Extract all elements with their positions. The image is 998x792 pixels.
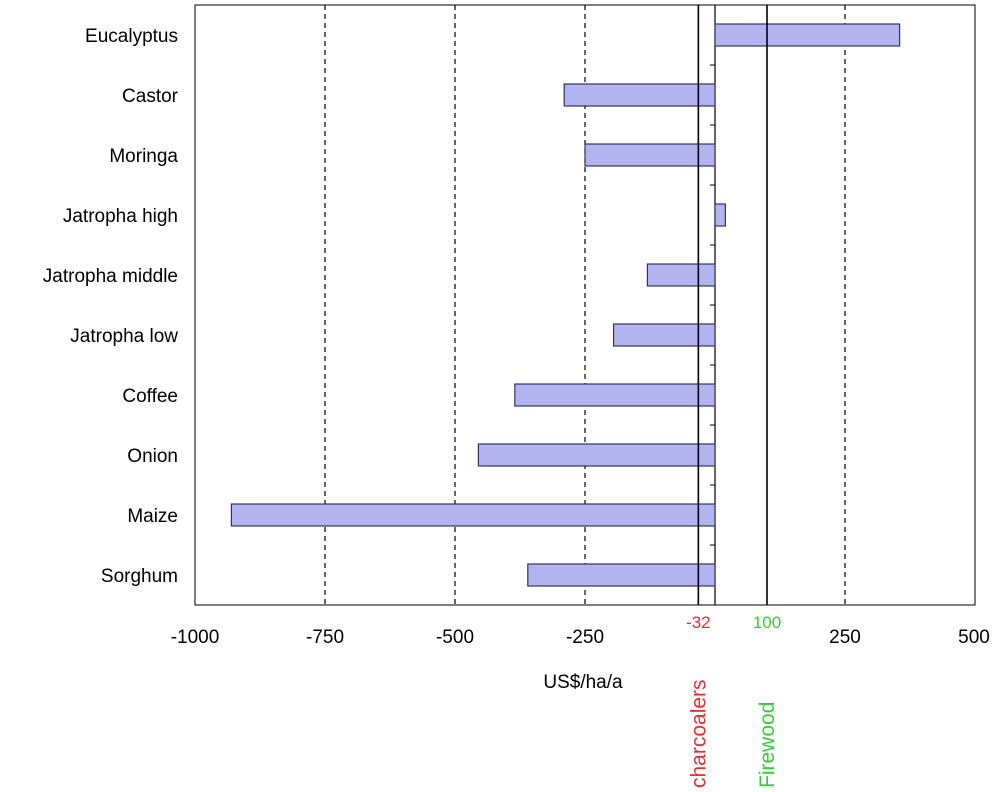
category-label: Maize — [127, 506, 178, 527]
bar — [527, 563, 716, 587]
bar — [477, 443, 716, 467]
reference-value-label: -32 — [686, 613, 711, 632]
bar — [514, 383, 716, 407]
bar — [584, 143, 716, 167]
x-tick-label: -500 — [436, 627, 474, 648]
category-label: Jatropha middle — [43, 266, 178, 287]
x-tick-labels: -1000 -750 -500 -250 250 500 — [171, 627, 990, 648]
bar — [714, 203, 726, 227]
category-label: Moringa — [109, 146, 178, 167]
bar — [646, 263, 716, 287]
category-label: Coffee — [122, 386, 178, 407]
reference-lines: -32 charcoalers 100 Firewood — [686, 5, 781, 788]
category-labels: Eucalyptus Castor Moringa Jatropha high Jatr… — [43, 26, 179, 587]
reference-name-label: Firewood — [756, 702, 779, 788]
bar — [230, 503, 716, 527]
x-axis-title: US$/ha/a — [543, 672, 623, 693]
category-label: Eucalyptus — [85, 26, 178, 47]
reference-name-label: charcoalers — [687, 679, 710, 788]
x-tick-label: 250 — [829, 627, 861, 648]
category-label: Sorghum — [101, 566, 178, 587]
reference-value-label: 100 — [753, 613, 781, 632]
x-tick-label: -1000 — [171, 627, 220, 648]
category-label: Onion — [127, 446, 178, 467]
bar — [563, 83, 716, 107]
bar — [612, 323, 716, 347]
x-tick-label: 500 — [958, 627, 990, 648]
x-tick-label: -250 — [566, 627, 604, 648]
category-label: Jatropha high — [63, 206, 178, 227]
category-label: Jatropha low — [70, 326, 178, 347]
bar — [714, 23, 901, 47]
category-label: Castor — [122, 86, 179, 107]
x-tick-label: -750 — [306, 627, 344, 648]
